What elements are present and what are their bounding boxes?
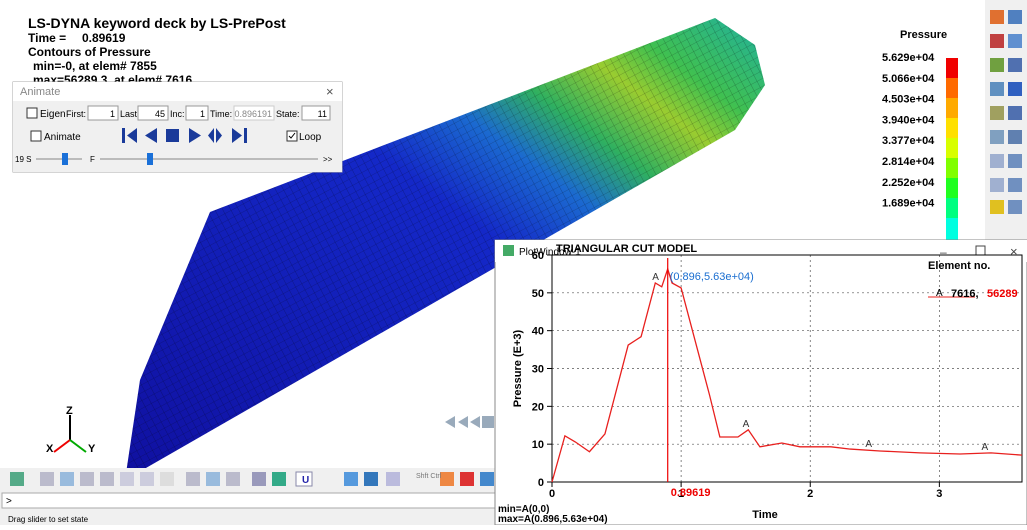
loop-label: Loop [299, 132, 322, 143]
legend-marker: A [936, 288, 943, 299]
legend-label: 5.629e+04 [882, 52, 935, 64]
frame-label: F [90, 155, 95, 164]
x-axis-label: Time [752, 509, 777, 521]
peak-label: (0.896,5.63e+04) [670, 271, 754, 283]
page: LS-DYNA keyword deck by LS-PrePost Time … [0, 0, 1027, 525]
status: Drag slider to set state [8, 515, 89, 524]
y-tick-label: 40 [532, 326, 544, 338]
legend-label: 3.377e+04 [882, 135, 935, 147]
y-tick-label: 20 [532, 401, 544, 413]
legend-label: 3.940e+04 [882, 114, 935, 126]
series-marker: A [865, 439, 872, 450]
u-button[interactable]: U [302, 475, 309, 486]
viewport-title: LS-DYNA keyword deck by LS-PrePost [28, 15, 286, 31]
legend-title: Element no. [928, 260, 990, 272]
cursor-label: 0.89619 [671, 487, 711, 499]
plot-title: TRIANGULAR CUT MODEL [556, 243, 697, 255]
legend-label: 2.814e+04 [882, 156, 935, 168]
state-label: State: [276, 109, 300, 119]
series-marker: A [652, 272, 659, 283]
shift-ctrl[interactable]: Shft Ctrl [416, 473, 442, 480]
prompt: > [6, 496, 12, 507]
inc-label: Inc: [170, 109, 185, 119]
close-button[interactable]: × [326, 84, 334, 99]
y-tick-label: 50 [532, 288, 544, 300]
svg-text:X: X [46, 443, 54, 455]
speed-label: 19 S [15, 155, 31, 164]
screen: LS-DYNA keyword deck by LS-PrePost Time … [0, 0, 1027, 525]
checkbox[interactable] [31, 131, 41, 141]
last-label: Last: [120, 109, 140, 119]
x-tick-label: 3 [936, 488, 942, 500]
animate-label: Animate [44, 132, 81, 143]
svg-text:Z: Z [66, 405, 73, 417]
time-label: Time = [28, 31, 66, 45]
y-axis-label: Pressure (E+3) [512, 329, 524, 407]
contours: Contours of Pressure [28, 45, 151, 59]
time-value: 0.896191 [234, 109, 272, 119]
time-label: Time: [210, 109, 232, 119]
y-tick-label: 30 [532, 364, 544, 376]
color-bar [946, 58, 958, 240]
legend-label: 2.252e+04 [882, 177, 935, 189]
legend-title: Pressure [900, 29, 947, 41]
legend-label: 1.689e+04 [882, 198, 935, 210]
series-marker: A [743, 419, 750, 430]
series-marker: A [982, 442, 989, 453]
eigen-label: Eigen [40, 109, 66, 120]
min-text: min=-0, at elem# 7855 [33, 59, 157, 73]
legend-max: 56289 [987, 288, 1018, 300]
more-button[interactable]: >> [323, 155, 333, 164]
state-value: 11 [318, 109, 327, 119]
inc-value: 1 [200, 109, 205, 119]
state-slider[interactable] [147, 153, 153, 165]
max-text: max=A(0.896,5.63e+04) [498, 514, 608, 525]
last-value: 45 [155, 109, 165, 119]
x-tick-label: 2 [807, 488, 813, 500]
y-tick-label: 60 [532, 250, 544, 262]
close[interactable]: × [1010, 244, 1018, 259]
y-tick-label: 0 [538, 477, 544, 489]
time-value: 0.89619 [82, 31, 126, 45]
checkbox[interactable] [27, 108, 37, 118]
minimize[interactable]: – [940, 245, 947, 259]
legend-element: 7616, [951, 288, 979, 300]
dialog-title: Animate [20, 86, 60, 98]
first-value: 1 [110, 109, 115, 119]
animate-dialog: Animate × Eigen First: 1 Last: 45 Inc: 1… [13, 82, 342, 172]
x-tick-label: 0 [549, 488, 555, 500]
command-input[interactable] [2, 493, 495, 508]
y-tick-label: 10 [532, 439, 544, 451]
speed-slider[interactable] [62, 153, 68, 165]
first-label: First: [66, 109, 86, 119]
svg-text:Y: Y [88, 443, 96, 455]
legend-label: 4.503e+04 [882, 94, 935, 106]
legend-label: 5.066e+04 [882, 73, 935, 85]
